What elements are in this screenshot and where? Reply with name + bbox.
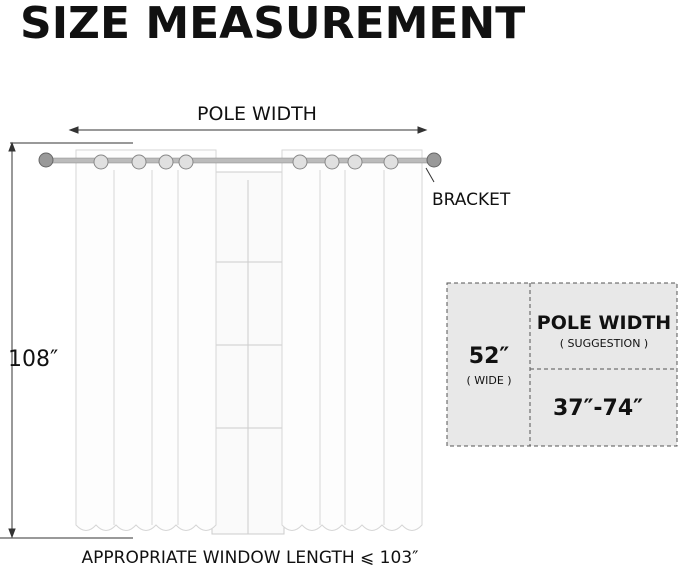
length-arrow	[0, 141, 133, 539]
right-curtain-panel	[281, 149, 423, 531]
pole-width-label: POLE WIDTH	[197, 103, 317, 125]
title: SIZE MEASUREMENT	[20, 0, 525, 49]
size-table	[446, 282, 678, 447]
bracket-label: BRACKET	[432, 190, 511, 210]
bottom-label: APPROPRIATE WINDOW LENGTH ⩽ 103″	[82, 548, 419, 565]
length-label: 108″	[8, 347, 58, 372]
window	[211, 171, 285, 535]
pole-width-note: ( SUGGESTION )	[560, 337, 648, 350]
curtain-rod	[38, 152, 442, 170]
bracket-pointer	[425, 167, 435, 183]
pole-width-arrow	[68, 126, 428, 134]
left-curtain-panel	[75, 149, 217, 531]
pole-width-header: POLE WIDTH	[537, 312, 671, 334]
width-value: 52″	[469, 344, 510, 369]
pole-width-value: 37″-74″	[553, 396, 643, 421]
width-note: ( WIDE )	[466, 374, 511, 387]
